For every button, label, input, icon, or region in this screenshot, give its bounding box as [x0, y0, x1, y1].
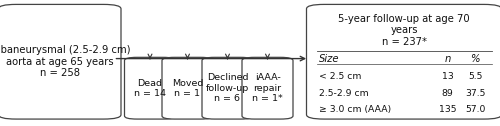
FancyBboxPatch shape: [124, 57, 176, 119]
Text: %: %: [470, 54, 480, 64]
FancyBboxPatch shape: [0, 4, 121, 119]
Text: 13: 13: [442, 72, 454, 81]
Text: 5.5: 5.5: [468, 72, 482, 81]
Text: 37.5: 37.5: [465, 89, 485, 98]
Text: n: n: [444, 54, 450, 64]
Text: 89: 89: [442, 89, 454, 98]
Text: 2.5-2.9 cm: 2.5-2.9 cm: [319, 89, 368, 98]
Text: 135: 135: [439, 105, 456, 114]
Text: Size: Size: [319, 54, 340, 64]
Text: Moved
n = 1: Moved n = 1: [172, 78, 203, 98]
FancyBboxPatch shape: [306, 4, 500, 119]
Text: iAAA-
repair
n = 1*: iAAA- repair n = 1*: [252, 73, 283, 103]
Text: Subaneurysmal (2.5-2.9 cm)
aorta at age 65 years
n = 258: Subaneurysmal (2.5-2.9 cm) aorta at age …: [0, 45, 131, 78]
Text: < 2.5 cm: < 2.5 cm: [319, 72, 362, 81]
Text: Declined
follow-up
n = 6: Declined follow-up n = 6: [206, 73, 249, 103]
Text: 5-year follow-up at age 70
years
n = 237*: 5-year follow-up at age 70 years n = 237…: [338, 14, 470, 47]
FancyBboxPatch shape: [242, 57, 293, 119]
FancyBboxPatch shape: [202, 57, 253, 119]
Text: Dead
n = 14: Dead n = 14: [134, 78, 166, 98]
Text: 57.0: 57.0: [465, 105, 485, 114]
Text: ≥ 3.0 cm (AAA): ≥ 3.0 cm (AAA): [319, 105, 391, 114]
FancyBboxPatch shape: [162, 57, 213, 119]
